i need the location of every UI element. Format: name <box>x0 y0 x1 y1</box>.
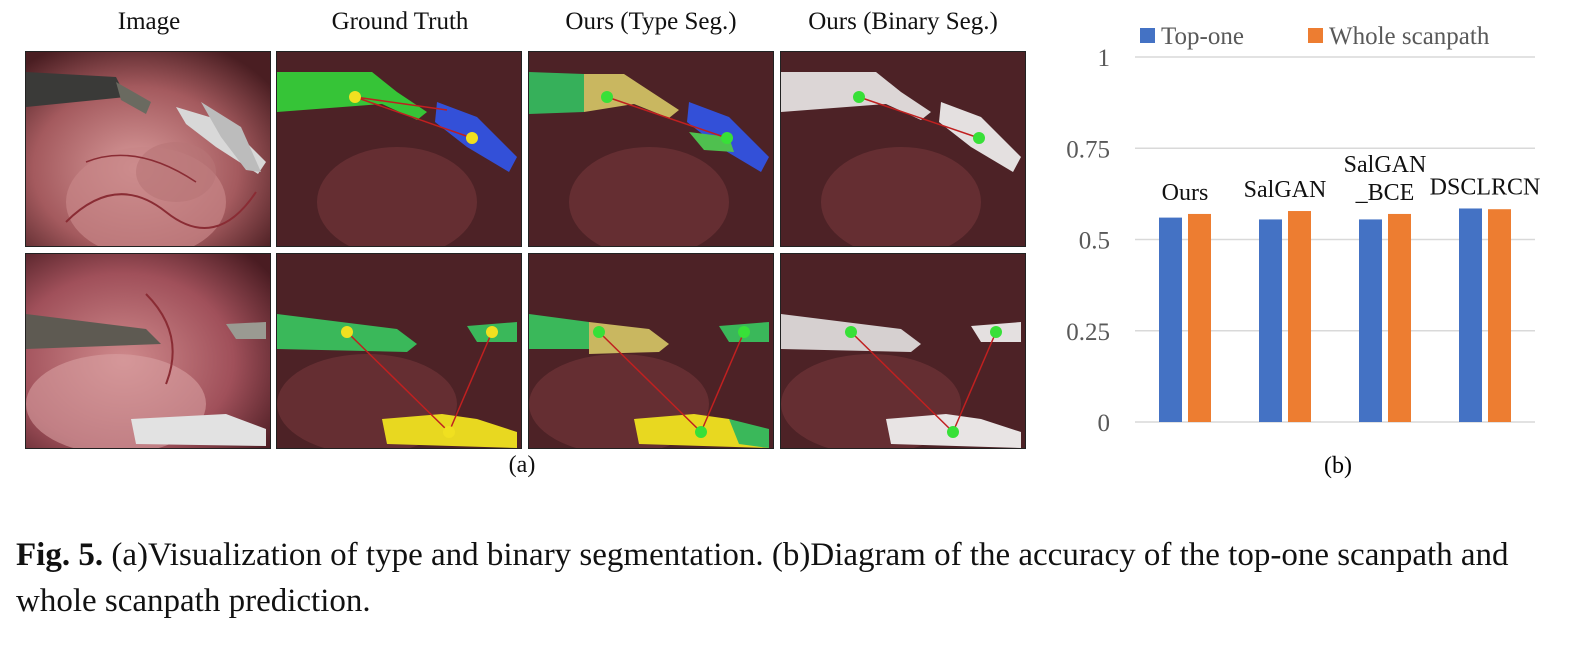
col-header-ground-truth: Ground Truth <box>331 8 469 35</box>
bar-whole-scanpath <box>1188 213 1211 422</box>
tile-image-row1 <box>25 51 271 247</box>
tile-ground-truth-row2 <box>276 253 522 449</box>
bar-whole-scanpath <box>1388 213 1411 422</box>
legend-swatch <box>1140 28 1155 43</box>
category-label: Ours <box>1162 180 1209 206</box>
caption-label: Fig. 5. <box>16 537 104 573</box>
y-tick-label: 0.75 <box>1066 136 1110 163</box>
tile-type-seg-row2 <box>528 253 774 449</box>
bar-top-one <box>1159 217 1182 422</box>
legend-label: Whole scanpath <box>1329 23 1490 50</box>
y-tick-label: 0 <box>1098 410 1111 437</box>
legend-swatch <box>1308 28 1323 43</box>
col-header-binary-seg: Ours (Binary Seg.) <box>808 8 998 35</box>
tile-ground-truth-row1 <box>276 51 522 247</box>
bar-top-one <box>1259 219 1282 422</box>
col-header-type-seg: Ours (Type Seg.) <box>565 8 737 35</box>
sub-label-b: (b) <box>1324 453 1352 479</box>
panel-a-visualization: Image Ground Truth Ours (Type Seg.) Ours… <box>0 0 1040 490</box>
bar-whole-scanpath <box>1288 211 1311 422</box>
y-tick-label: 1 <box>1098 45 1111 72</box>
bar-whole-scanpath <box>1488 209 1511 422</box>
category-label: _BCE <box>1355 180 1415 206</box>
tile-binary-seg-row1 <box>780 51 1026 247</box>
col-header-image: Image <box>117 8 181 35</box>
bar-top-one <box>1459 208 1482 422</box>
tile-type-seg-row1 <box>528 51 774 247</box>
bar-top-one <box>1359 219 1382 422</box>
y-tick-label: 0.25 <box>1066 319 1110 346</box>
category-label: SalGAN <box>1244 177 1327 203</box>
tile-image-row2 <box>25 253 271 449</box>
caption-text: (a)Visualization of type and binary segm… <box>16 537 1509 619</box>
legend-label: Top-one <box>1161 23 1244 50</box>
panel-b-bar-chart: 0 0.25 0.5 0.75 1 Ours SalGAN SalGAN _BCE DSCLRC… <box>1040 0 1585 490</box>
sub-label-a: (a) <box>508 452 536 478</box>
figure-caption: Fig. 5. (a)Visualization of type and bin… <box>16 532 1571 624</box>
tile-binary-seg-row2 <box>780 253 1026 449</box>
category-label: DSCLRCN <box>1430 174 1541 200</box>
y-tick-label: 0.5 <box>1079 228 1110 255</box>
category-label: SalGAN <box>1344 152 1427 178</box>
